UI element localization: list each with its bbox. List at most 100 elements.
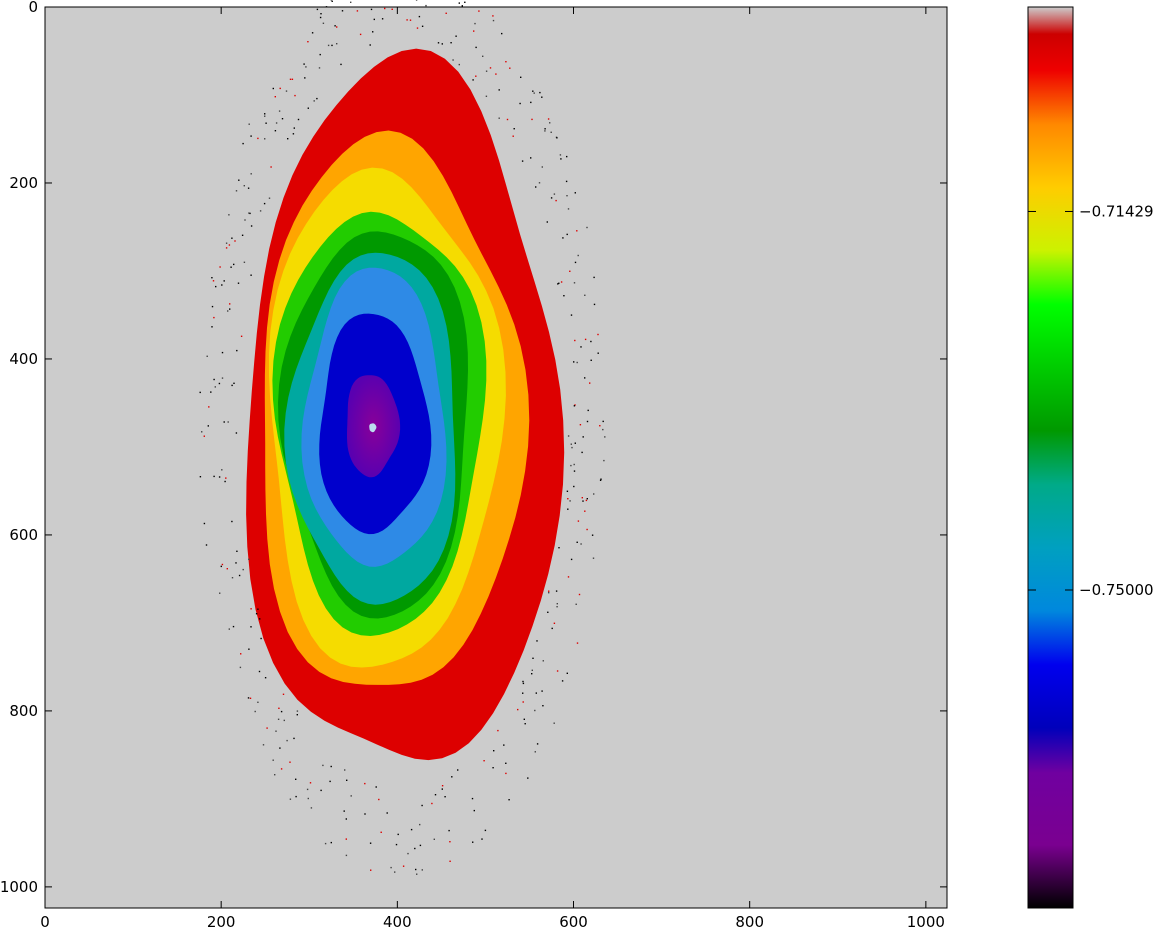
speck: [593, 493, 595, 495]
speck: [566, 672, 568, 674]
speck: [604, 436, 606, 438]
speck: [272, 87, 274, 90]
speck: [282, 693, 285, 695]
speck: [555, 590, 558, 592]
x-tick-label: 0: [40, 913, 50, 928]
speck: [297, 118, 300, 121]
speck: [289, 761, 291, 763]
speck: [289, 798, 292, 800]
speck: [292, 133, 295, 135]
speck: [260, 637, 262, 640]
speck: [472, 841, 474, 843]
speck: [279, 87, 281, 90]
speck: [492, 767, 494, 769]
speck: [580, 346, 582, 348]
speck: [584, 377, 586, 379]
speck: [441, 43, 443, 45]
speck: [264, 677, 267, 679]
speck: [437, 42, 440, 44]
speck: [600, 478, 602, 480]
speck: [341, 10, 344, 12]
speck: [492, 19, 495, 22]
speck: [570, 314, 573, 316]
speck: [575, 603, 577, 605]
y-tick-label: 600: [9, 526, 38, 544]
speck: [327, 44, 330, 47]
speck: [573, 485, 575, 488]
speck: [553, 622, 556, 624]
speck: [295, 795, 297, 798]
speck: [498, 89, 500, 91]
speck: [201, 431, 203, 433]
speck: [238, 179, 240, 181]
scatter-specks: [199, 0, 606, 875]
speck: [482, 55, 484, 57]
speck: [336, 43, 338, 45]
speck: [567, 576, 570, 578]
speck: [567, 435, 570, 437]
speck: [322, 764, 324, 767]
speck: [235, 562, 237, 564]
speck: [264, 138, 266, 140]
speck: [278, 110, 281, 112]
speck: [211, 326, 213, 328]
speck: [535, 692, 537, 694]
speck: [370, 869, 372, 871]
speck: [576, 642, 579, 644]
speck: [226, 568, 228, 570]
speck: [336, 26, 338, 28]
region-center-point: [369, 423, 377, 433]
speck: [565, 180, 568, 183]
speck: [581, 451, 583, 454]
speck: [230, 266, 232, 268]
speck: [464, 1, 466, 3]
speck: [259, 210, 262, 212]
speck: [506, 118, 509, 121]
speck: [316, 8, 319, 11]
y-tick-label: 200: [9, 174, 38, 192]
speck: [546, 221, 548, 223]
speck: [258, 670, 261, 673]
speck: [296, 714, 298, 716]
speck: [520, 76, 522, 78]
speck: [330, 765, 332, 768]
speck: [586, 498, 588, 500]
speck: [522, 701, 524, 703]
y-tick-label: 1000: [0, 878, 38, 896]
speck: [481, 838, 483, 840]
speck: [242, 568, 244, 571]
speck: [213, 316, 215, 319]
speck: [212, 280, 215, 282]
speck: [550, 197, 553, 199]
speck: [562, 237, 564, 239]
speck: [566, 490, 569, 492]
speck: [224, 480, 226, 483]
speck: [547, 611, 549, 613]
speck: [232, 625, 235, 628]
speck: [199, 391, 201, 394]
speck: [250, 626, 252, 628]
speck: [236, 349, 238, 352]
speck: [205, 544, 208, 546]
speck: [421, 25, 424, 27]
speck: [602, 420, 604, 423]
speck: [213, 378, 215, 381]
speck: [574, 261, 577, 264]
speck: [275, 122, 278, 124]
speck: [566, 233, 568, 236]
speck: [418, 15, 421, 18]
speck: [303, 63, 305, 65]
speck: [380, 831, 382, 833]
speck: [522, 680, 524, 683]
speck: [416, 873, 418, 875]
speck: [281, 118, 284, 120]
speck: [589, 382, 591, 384]
speck: [223, 280, 225, 282]
speck: [505, 762, 507, 764]
speck: [550, 131, 552, 133]
colorbar-tick-label: −0.71429: [1079, 202, 1154, 220]
speck: [593, 303, 596, 306]
speck: [270, 166, 272, 168]
speck: [221, 469, 223, 471]
speck: [582, 500, 584, 502]
